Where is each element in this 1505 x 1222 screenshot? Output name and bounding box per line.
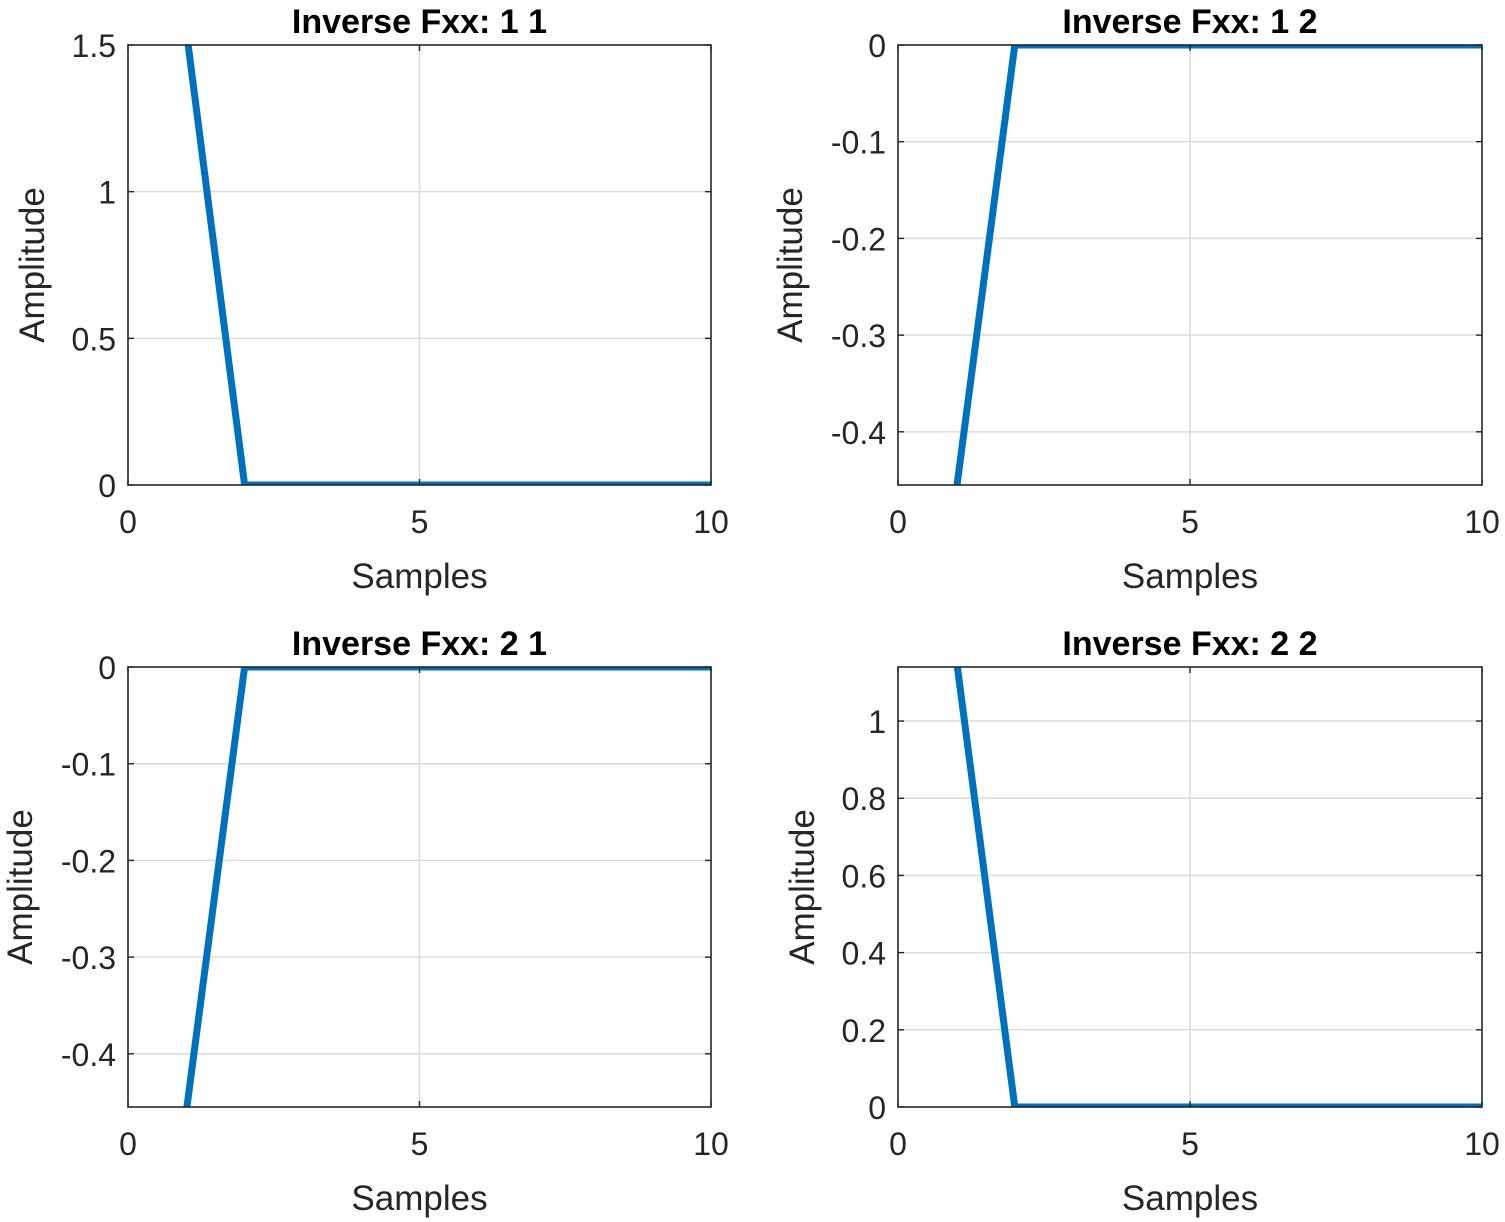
y-tick-label: 0.5 bbox=[72, 321, 116, 357]
y-tick-label: -0.3 bbox=[831, 318, 886, 354]
y-tick-label: 0 bbox=[868, 28, 886, 64]
y-axis-label: Amplitude bbox=[1, 809, 40, 965]
y-tick-label: 0 bbox=[98, 650, 116, 686]
x-tick-label: 5 bbox=[411, 504, 429, 540]
y-tick-label: 0 bbox=[98, 468, 116, 504]
subplot-4: 0 5 10 0 0.2 0.4 0.6 0.8 1 Inverse Fxx: 2 2 Sample… bbox=[783, 625, 1500, 1218]
y-tick-label: 0.2 bbox=[842, 1013, 886, 1049]
x-tick-label: 0 bbox=[119, 504, 137, 540]
x-axis-label: Samples bbox=[1122, 557, 1258, 596]
y-tick-label: 1.5 bbox=[72, 28, 116, 64]
subplot-1: 0 5 10 0 0.5 1 1.5 Inverse Fxx: 1 1 Samples Ampli… bbox=[13, 3, 729, 596]
x-axis-label: Samples bbox=[1122, 1179, 1258, 1218]
subplot-title: Inverse Fxx: 2 2 bbox=[1062, 625, 1317, 663]
x-tick-label: 10 bbox=[1464, 504, 1500, 540]
y-tick-label: 1 bbox=[868, 704, 886, 740]
y-tick-label: 1 bbox=[98, 175, 116, 211]
subplot-title: Inverse Fxx: 2 1 bbox=[292, 625, 547, 663]
x-tick-label: 0 bbox=[889, 504, 907, 540]
x-tick-label: 5 bbox=[1181, 504, 1199, 540]
y-tick-label: -0.4 bbox=[61, 1037, 116, 1073]
x-tick-label: 0 bbox=[119, 1126, 137, 1162]
y-tick-label: -0.1 bbox=[831, 125, 886, 161]
subplot-2: 0 5 10 -0.4 -0.3 -0.2 -0.1 0 Inverse Fxx: 1 2 Sam… bbox=[771, 3, 1500, 596]
y-tick-label: -0.1 bbox=[61, 747, 116, 783]
y-axis-label: Amplitude bbox=[771, 187, 810, 343]
subplot-title: Inverse Fxx: 1 1 bbox=[292, 3, 547, 41]
y-tick-label: -0.4 bbox=[831, 415, 886, 451]
y-axis-label: Amplitude bbox=[13, 187, 52, 343]
subplot-title: Inverse Fxx: 1 2 bbox=[1062, 3, 1317, 41]
y-axis-label: Amplitude bbox=[783, 809, 822, 965]
x-tick-label: 10 bbox=[693, 1126, 729, 1162]
y-tick-label: 0.4 bbox=[842, 936, 886, 972]
x-tick-label: 5 bbox=[411, 1126, 429, 1162]
subplot-3: 0 5 10 -0.4 -0.3 -0.2 -0.1 0 Inverse Fxx: 2 1 Sam… bbox=[1, 625, 729, 1218]
y-tick-label: 0.8 bbox=[842, 781, 886, 817]
y-tick-label: 0 bbox=[868, 1090, 886, 1126]
y-tick-label: -0.3 bbox=[61, 940, 116, 976]
x-tick-label: 10 bbox=[693, 504, 729, 540]
x-tick-label: 5 bbox=[1181, 1126, 1199, 1162]
x-tick-label: 0 bbox=[889, 1126, 907, 1162]
x-axis-label: Samples bbox=[351, 557, 487, 596]
y-tick-label: 0.6 bbox=[842, 858, 886, 894]
x-axis-label: Samples bbox=[351, 1179, 487, 1218]
y-tick-label: -0.2 bbox=[61, 843, 116, 879]
y-tick-label: -0.2 bbox=[831, 221, 886, 257]
x-tick-label: 10 bbox=[1464, 1126, 1500, 1162]
